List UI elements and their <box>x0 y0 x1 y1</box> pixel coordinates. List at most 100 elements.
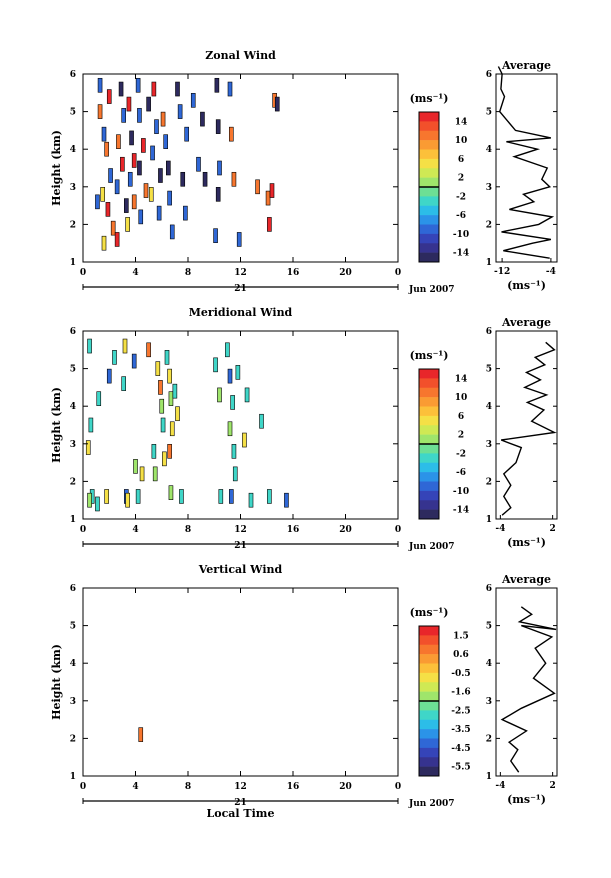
x-tick-label: 8 <box>185 268 191 278</box>
colorbar-swatch <box>419 224 439 235</box>
data-cell <box>172 383 178 399</box>
colorbar-swatch <box>419 168 439 178</box>
colorbar-tick-label: 10 <box>455 136 468 146</box>
average-y-tick-label: 5 <box>486 108 492 118</box>
data-cell <box>96 391 102 406</box>
average-y-tick-label: 2 <box>486 734 492 744</box>
data-cell <box>129 130 134 146</box>
date-month-label: Jun 2007 <box>408 799 455 809</box>
colorbar-swatch <box>419 663 439 674</box>
colorbar-swatch <box>419 425 439 435</box>
data-cell <box>131 353 137 369</box>
colorbar-swatch <box>419 415 439 426</box>
data-cell <box>108 168 113 183</box>
y-tick-label: 4 <box>70 145 76 155</box>
data-cell <box>121 108 126 123</box>
colorbar-swatch <box>419 252 439 263</box>
data-cell <box>162 451 167 467</box>
y-tick-label: 6 <box>70 584 76 594</box>
colorbar-swatch <box>419 654 439 664</box>
data-cell <box>274 96 280 112</box>
data-cell <box>122 338 128 354</box>
data-cell <box>177 104 183 119</box>
colorbar-tick-label: 14 <box>455 117 468 127</box>
data-cell <box>112 350 117 365</box>
data-cell <box>218 489 224 504</box>
average-y-tick-label: 1 <box>486 258 492 268</box>
average-title: Average <box>501 316 551 329</box>
colorbar-swatch <box>419 112 439 122</box>
y-tick-label: 1 <box>70 772 76 782</box>
y-tick-label: 6 <box>70 327 76 337</box>
data-cell <box>137 160 142 176</box>
data-cell <box>151 81 157 97</box>
data-cell <box>183 205 188 221</box>
colorbar-swatch <box>419 177 439 188</box>
data-cell <box>259 413 264 429</box>
data-cell <box>225 342 230 358</box>
average-x-tick-label: 2 <box>550 781 556 791</box>
data-cell <box>214 77 220 93</box>
data-cell <box>242 432 247 448</box>
y-tick-label: 3 <box>70 183 76 193</box>
x-tick-label: 12 <box>234 525 247 535</box>
colorbar-tick-label: -10 <box>453 487 469 497</box>
colorbar-swatch <box>419 158 439 169</box>
data-cell <box>139 466 145 482</box>
data-cell <box>168 485 174 500</box>
colorbar-swatch <box>419 757 439 767</box>
colorbar-swatch <box>419 397 439 407</box>
x-tick-label: 4 <box>132 782 138 792</box>
data-cell <box>133 459 138 474</box>
x-tick-label: 0 <box>395 268 401 278</box>
x-tick-label: 0 <box>80 268 86 278</box>
data-cell <box>227 421 233 437</box>
x-tick-label: 0 <box>395 525 401 535</box>
average-x-tick-label: -4 <box>495 524 505 534</box>
y-tick-label: 1 <box>70 515 76 525</box>
data-cell <box>95 496 100 512</box>
data-cell <box>167 368 172 384</box>
colorbar-tick-label: 6 <box>458 412 464 422</box>
y-tick-label: 2 <box>70 734 76 744</box>
colorbar-tick-label: -14 <box>453 506 469 516</box>
colorbar-swatch <box>419 187 439 197</box>
data-cell <box>100 187 105 202</box>
average-frame <box>495 587 558 777</box>
data-cell <box>146 342 151 358</box>
data-cell <box>101 235 107 251</box>
data-cell <box>229 489 234 504</box>
average-x-tick-label: -12 <box>494 267 510 277</box>
data-cell <box>85 440 91 455</box>
data-cell <box>159 398 165 414</box>
x-tick-label: 4 <box>132 268 138 278</box>
data-cell <box>87 338 92 354</box>
data-cell <box>230 395 235 410</box>
y-tick-label: 1 <box>70 258 76 268</box>
colorbar-swatch <box>419 378 439 389</box>
date-month-label: Jun 2007 <box>408 285 455 295</box>
colorbar-swatch <box>419 149 439 160</box>
data-cell <box>168 391 174 406</box>
colorbar-swatch <box>419 500 439 510</box>
colorbar-swatch <box>419 233 439 244</box>
data-cell <box>106 368 112 384</box>
average-frame <box>495 330 558 520</box>
data-cell <box>114 179 120 195</box>
colorbar-swatch <box>419 387 439 398</box>
colorbar-swatch <box>419 644 439 655</box>
data-cell <box>267 217 272 232</box>
data-cell <box>126 96 132 112</box>
average-y-tick-label: 3 <box>486 697 492 707</box>
y-tick-label: 2 <box>70 220 76 230</box>
data-cell <box>166 160 171 176</box>
average-x-axis-label: (ms⁻¹) <box>507 536 546 549</box>
data-cell <box>105 202 111 217</box>
data-cell <box>131 194 137 210</box>
colorbar-swatch <box>419 490 439 501</box>
data-cell <box>235 365 241 380</box>
colorbar-unit: (ms⁻¹) <box>410 349 449 362</box>
colorbar-swatch <box>419 444 439 454</box>
